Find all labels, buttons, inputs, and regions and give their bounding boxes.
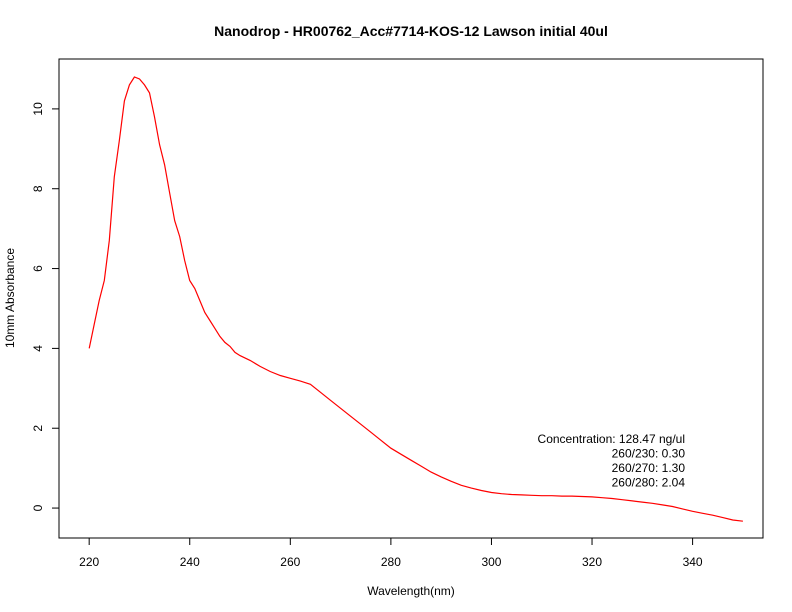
annotation-line: Concentration: 128.47 ng/ul (538, 432, 685, 446)
x-tick-label: 320 (582, 555, 602, 569)
x-axis: 220 240 260 280 300 320 340 (79, 537, 703, 569)
y-tick-label: 8 (31, 185, 45, 192)
y-axis-label: 10mm Absorbance (3, 248, 17, 348)
x-axis-label: Wavelength(nm) (367, 584, 455, 598)
y-tick-label: 6 (31, 265, 45, 272)
x-tick-label: 240 (180, 555, 200, 569)
annotation-line: 260/270: 1.30 (612, 461, 686, 475)
x-tick-label: 220 (79, 555, 99, 569)
y-tick-label: 0 (31, 504, 45, 511)
series-layer (88, 76, 743, 522)
x-tick-label: 300 (481, 555, 501, 569)
x-tick-label: 260 (280, 555, 300, 569)
x-tick-label: 280 (381, 555, 401, 569)
x-tick-label: 340 (683, 555, 703, 569)
chart-title: Nanodrop - HR00762_Acc#7714-KOS-12 Lawso… (214, 23, 608, 39)
y-tick-label: 2 (31, 425, 45, 432)
y-tick-label: 10 (31, 102, 45, 116)
series-line (88, 76, 743, 522)
y-axis: 0 2 4 6 8 10 (31, 102, 60, 511)
y-tick-label: 4 (31, 345, 45, 352)
annotation-line: 260/280: 2.04 (612, 476, 686, 490)
annotation-line: 260/230: 0.30 (612, 447, 686, 461)
